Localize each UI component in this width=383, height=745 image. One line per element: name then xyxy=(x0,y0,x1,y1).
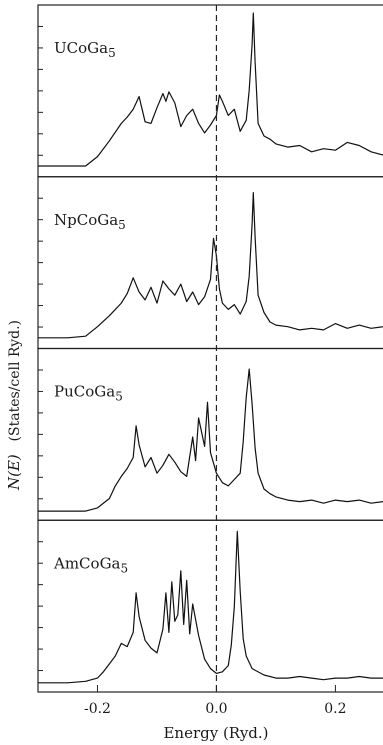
panel-ucoga: UCoGa5 xyxy=(37,4,383,178)
panel-label-subscript: 5 xyxy=(108,46,116,60)
svg-text:N(E) (States/cell Ryd.): N(E) (States/cell Ryd.) xyxy=(5,320,23,491)
panel-pucoga: PuCoGa5 xyxy=(37,347,383,521)
panel-frame xyxy=(37,176,383,350)
panel-label-subscript: 5 xyxy=(121,561,129,575)
panel-label-base: PuCoGa xyxy=(54,383,115,401)
x-axis-ticks: -0.2 0.0 0.2 xyxy=(84,685,347,717)
y-axis-label-unit: (States/cell Ryd.) xyxy=(7,320,23,441)
x-tick-label: 0.0 xyxy=(205,701,227,717)
panel-label-subscript: 5 xyxy=(118,218,126,232)
dos-curve-npcoga xyxy=(38,192,383,339)
panel-label-base: UCoGa xyxy=(54,39,108,57)
panel-npcoga: NpCoGa5 xyxy=(37,176,383,350)
panel-label-base: AmCoGa xyxy=(53,554,121,572)
y-axis-label-main: N(E) xyxy=(5,454,23,491)
panel-frame xyxy=(37,347,383,521)
dos-curve-ucoga xyxy=(38,12,383,167)
panel-amcoga: AmCoGa5 xyxy=(37,519,383,693)
panel-label-ucoga: UCoGa5 xyxy=(54,39,116,60)
dos-curve-amcoga xyxy=(38,530,383,684)
panel-label-base: NpCoGa xyxy=(54,211,118,229)
panel-frame xyxy=(37,4,383,178)
x-tick-label: 0.2 xyxy=(324,701,346,717)
panel-label-npcoga: NpCoGa5 xyxy=(54,211,126,232)
x-tick-label: -0.2 xyxy=(84,701,111,717)
dos-curve-pucoga xyxy=(38,368,383,512)
panel-label-subscript: 5 xyxy=(115,390,123,404)
y-axis-label: N(E) (States/cell Ryd.) xyxy=(5,320,23,491)
panel-label-amcoga: AmCoGa5 xyxy=(53,554,128,575)
x-axis-label: Energy (Ryd.) xyxy=(163,724,268,742)
panel-label-pucoga: PuCoGa5 xyxy=(54,383,123,404)
panel-frame xyxy=(37,519,383,693)
